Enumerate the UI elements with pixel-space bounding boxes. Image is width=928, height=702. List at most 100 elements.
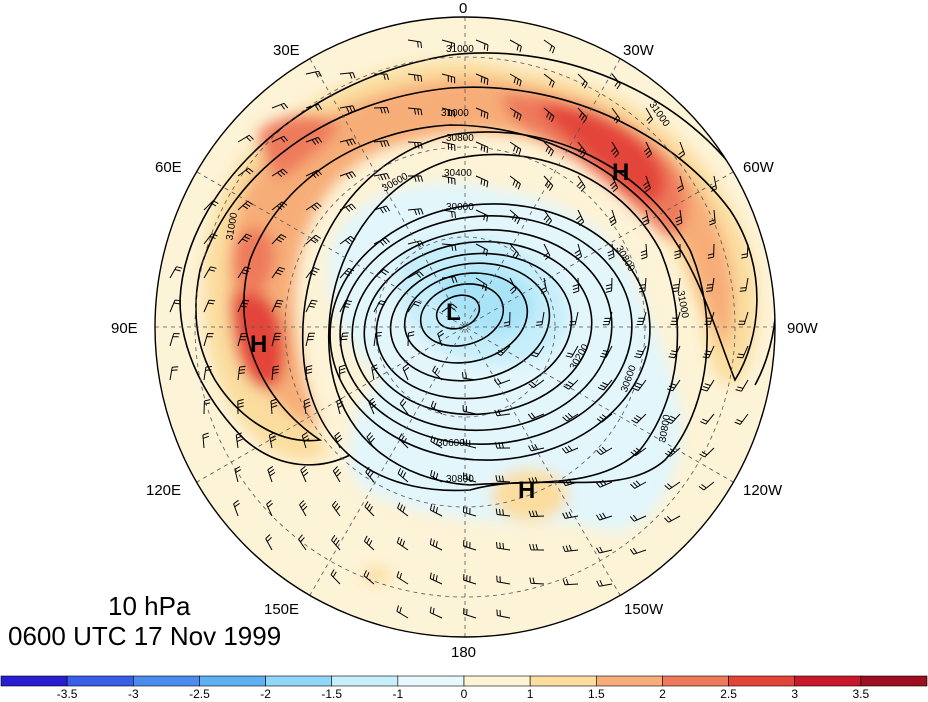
- wind-barb: [429, 606, 443, 619]
- wind-barb: [475, 175, 489, 188]
- wind-barb: [334, 431, 343, 449]
- wind-barb: [664, 447, 681, 457]
- wind-barb: [575, 209, 585, 226]
- wind-barb: [237, 266, 251, 279]
- wind-barb: [509, 209, 521, 225]
- wind-barb: [577, 107, 588, 123]
- wind-barb: [339, 267, 355, 279]
- colorbar-segment: [331, 675, 399, 687]
- wind-barb: [509, 277, 517, 294]
- wind-barb: [366, 432, 375, 449]
- lon-label-30e: 30E: [273, 42, 300, 59]
- wind-barb: [430, 400, 443, 415]
- wind-barb: [739, 277, 749, 292]
- wind-barb: [530, 345, 545, 358]
- wind-barb: [475, 209, 489, 222]
- wind-barb: [638, 277, 647, 293]
- wind-barb: [234, 466, 242, 483]
- wind-barb: [677, 175, 684, 193]
- wind-barb: [339, 235, 356, 245]
- wind-barb: [540, 277, 548, 294]
- wind-barb: [305, 234, 321, 245]
- wind-barb: [441, 39, 455, 50]
- colorbar-segment: [595, 675, 663, 687]
- contour-label: 31000: [441, 108, 469, 119]
- wind-barb: [528, 443, 545, 452]
- wind-barb: [396, 571, 409, 585]
- wind-barb: [710, 175, 717, 192]
- colorbar-segment: [794, 675, 862, 687]
- wind-barb: [509, 107, 522, 121]
- wind-barb: [597, 379, 613, 391]
- wind-barb: [535, 311, 545, 326]
- wind-barb: [237, 167, 254, 177]
- wind-barb: [561, 445, 579, 454]
- wind-barb: [331, 500, 341, 517]
- wind-barb: [675, 209, 683, 226]
- wind-barb: [429, 572, 443, 585]
- colorbar-segment: [463, 675, 531, 687]
- colorbar-tick-label: 3.5: [852, 687, 870, 701]
- wind-barb: [610, 141, 620, 158]
- wind-barb: [463, 506, 477, 517]
- wind-barb: [441, 175, 456, 185]
- wind-barb: [169, 299, 182, 313]
- contour-label: 31000: [224, 211, 240, 241]
- wind-barb: [429, 538, 443, 551]
- wind-barb: [398, 433, 409, 449]
- wind-barb: [666, 379, 681, 392]
- wind-barb: [462, 405, 477, 415]
- colorbar-segment: [397, 675, 465, 687]
- lon-label-90e: 90E: [111, 320, 138, 337]
- wind-barb: [396, 605, 409, 619]
- colorbar-tick-label: 0: [460, 687, 468, 701]
- wind-barb: [709, 209, 716, 226]
- wind-barb: [441, 209, 456, 219]
- wind-barb: [678, 141, 686, 159]
- wind-barb: [543, 209, 553, 226]
- colorbar: [0, 675, 928, 687]
- wind-barb: [493, 378, 511, 385]
- graticule: [155, 17, 775, 637]
- wind-barb: [528, 379, 545, 389]
- high-center-asia: H: [250, 331, 267, 358]
- wind-barb: [629, 547, 647, 555]
- wind-barb: [271, 299, 284, 313]
- contour-label: 30000: [446, 202, 474, 213]
- wind-barb: [645, 107, 654, 124]
- wind-barb: [574, 243, 583, 261]
- colorbar-tick-label: -2.5: [189, 687, 210, 701]
- wind-barb: [543, 243, 551, 260]
- wind-barb: [707, 243, 715, 259]
- colorbar-segment: [66, 675, 134, 687]
- wind-barb: [462, 438, 477, 449]
- wind-barb: [237, 200, 253, 211]
- wind-barb: [494, 409, 511, 417]
- wind-barb: [373, 268, 389, 279]
- wind-barb: [266, 500, 273, 517]
- colorbar-segment: [529, 675, 597, 687]
- wind-barb: [561, 478, 579, 487]
- wind-barb: [407, 141, 423, 149]
- wind-barb: [339, 105, 356, 113]
- anomaly-shading: [155, 17, 775, 637]
- wind-barb: [330, 569, 341, 585]
- wind-barb: [674, 243, 681, 260]
- wind-barb: [203, 233, 218, 245]
- wind-barb: [611, 73, 621, 90]
- wind-barb: [596, 413, 613, 423]
- lon-label-120w: 120W: [743, 482, 783, 499]
- wind-barb: [203, 266, 217, 279]
- wind-barb: [702, 345, 715, 359]
- wind-barb: [699, 447, 715, 458]
- wind-barb: [562, 413, 579, 422]
- wind-barb: [563, 379, 579, 390]
- wind-barb: [527, 412, 545, 420]
- wind-barb: [339, 203, 356, 212]
- lon-label-90w: 90W: [787, 320, 818, 337]
- wind-barb: [700, 413, 715, 425]
- wind-barb: [363, 535, 375, 551]
- wind-barb: [305, 332, 316, 347]
- wind-barb: [305, 136, 323, 145]
- wind-barb: [463, 540, 477, 551]
